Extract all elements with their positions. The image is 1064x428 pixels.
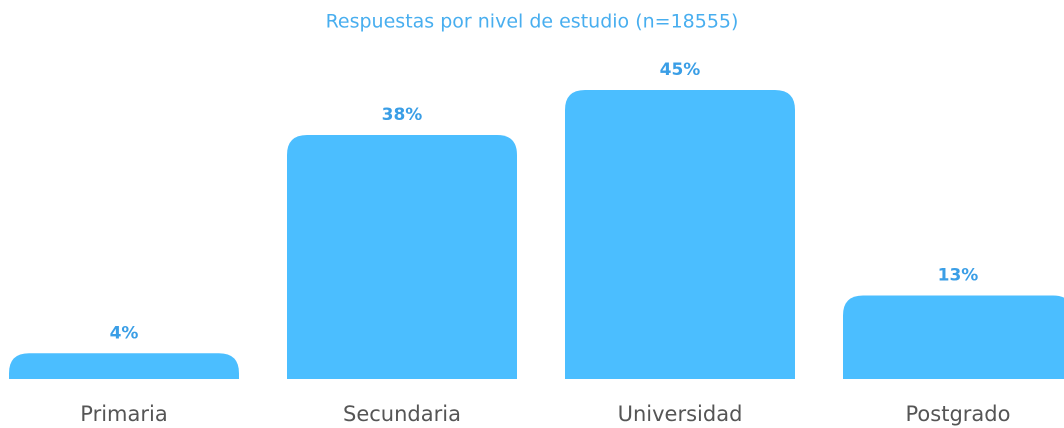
bar <box>843 295 1064 379</box>
x-tick-label: Postgrado <box>906 402 1011 426</box>
bar <box>9 353 239 379</box>
value-label: 45% <box>660 60 701 80</box>
x-tick-label: Secundaria <box>343 402 461 426</box>
bar <box>565 90 795 379</box>
bar <box>287 134 517 379</box>
x-tick-label: Universidad <box>618 402 743 426</box>
x-tick-label: Primaria <box>80 402 167 426</box>
value-label: 4% <box>110 323 139 343</box>
value-label: 38% <box>382 105 423 125</box>
chart-title: Respuestas por nivel de estudio (n=18555… <box>326 11 739 33</box>
value-label: 13% <box>938 266 979 286</box>
